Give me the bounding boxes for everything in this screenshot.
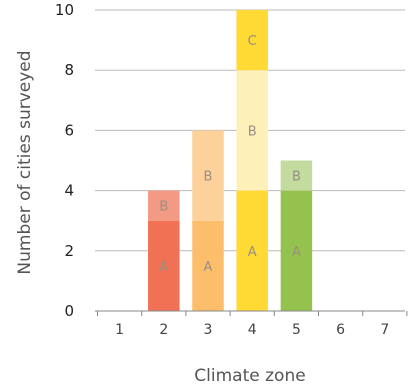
y-tick-label-2: 2 xyxy=(64,242,74,260)
x-axis xyxy=(95,310,408,316)
bar-zone-4-c xyxy=(236,10,268,71)
x-tick-label-7: 7 xyxy=(380,322,389,338)
y-tick-label-8: 8 xyxy=(64,61,74,79)
x-tick-label-3: 3 xyxy=(204,322,213,338)
y-tick-label-10: 10 xyxy=(55,1,74,19)
bar-zone-5-b xyxy=(280,160,313,191)
bar-zone-3-b xyxy=(192,130,224,221)
x-axis-title: Climate zone xyxy=(194,366,305,386)
segment-label-zone-5-a: A xyxy=(292,245,301,260)
segment-label-zone-4-b: B xyxy=(248,124,257,139)
y-tick-label-0: 0 xyxy=(64,302,74,320)
segment-label-zone-3-b: B xyxy=(204,170,213,185)
x-tick-label-5: 5 xyxy=(292,322,301,338)
y-tick-labels: 0 2 4 6 8 10 xyxy=(55,1,74,320)
y-tick-label-4: 4 xyxy=(64,182,74,200)
x-tick-label-1: 1 xyxy=(115,322,124,338)
bar-zone-2-a xyxy=(148,220,180,311)
bar-zone-2-b xyxy=(148,190,180,221)
y-axis-title: Number of cities surveyed xyxy=(15,50,35,274)
segment-label-zone-5-b: B xyxy=(292,170,301,185)
segment-label-zone-3-a: A xyxy=(204,260,213,275)
bar-zone-5-a xyxy=(280,190,313,311)
y-tick-label-6: 6 xyxy=(64,121,74,139)
bar-stacks xyxy=(148,10,313,311)
x-tick-label-2: 2 xyxy=(159,322,168,338)
segment-label-zone-4-a: A xyxy=(248,245,257,260)
bar-zone-4-a xyxy=(236,190,268,311)
x-tick-label-6: 6 xyxy=(336,322,345,338)
bar-zone-4-b xyxy=(236,70,268,191)
segment-label-zone-4-c: C xyxy=(248,34,257,49)
segment-label-zone-2-a: A xyxy=(159,260,168,275)
segment-labels: A B A B A B C A B xyxy=(159,34,301,275)
bar-zone-3-a xyxy=(192,220,224,311)
segment-label-zone-2-b: B xyxy=(159,200,168,215)
x-tick-labels: 1 2 3 4 5 6 7 xyxy=(115,322,389,338)
x-tick-label-4: 4 xyxy=(248,322,257,338)
